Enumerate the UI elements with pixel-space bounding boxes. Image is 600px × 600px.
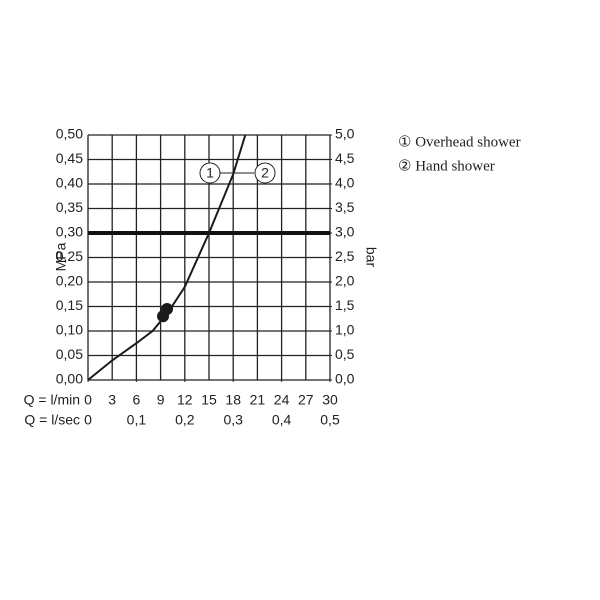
x-tick-label: 12: [177, 392, 193, 408]
y-tick-label: 0,10: [56, 322, 83, 338]
y2-tick-label: 5,0: [335, 126, 355, 142]
y-tick-label: 0,00: [56, 371, 83, 387]
x2-axis-label: Q = l/sec: [24, 412, 80, 428]
y2-tick-label: 0,0: [335, 371, 355, 387]
annotation: 2: [261, 165, 269, 181]
y-tick-label: 0,40: [56, 175, 83, 191]
legend-entry: ② Hand shower: [398, 158, 495, 174]
y2-tick-label: 0,5: [335, 346, 355, 362]
y-tick-label: 0,25: [56, 248, 83, 264]
x2-tick-label: 0,5: [320, 412, 340, 428]
annotation-circle: [199, 162, 221, 184]
x-tick-label: 30: [322, 392, 338, 408]
x-tick-label: 6: [133, 392, 141, 408]
x2-tick-label: 0,3: [223, 412, 243, 428]
y2-tick-label: 3,0: [335, 224, 355, 240]
legend-entry: ① Overhead shower: [398, 134, 521, 150]
annotation: 1: [206, 165, 214, 181]
x-tick-label: 27: [298, 392, 314, 408]
y2-tick-label: 2,5: [335, 248, 355, 264]
y2-tick-label: 3,5: [335, 199, 355, 215]
x-tick-label: 18: [225, 392, 241, 408]
marker: [161, 302, 174, 315]
y-axis-label: MPa: [53, 242, 69, 271]
y-tick-label: 0,05: [56, 346, 83, 362]
x-tick-label: 9: [157, 392, 165, 408]
y2-tick-label: 1,5: [335, 297, 355, 313]
x-tick-label: 15: [201, 392, 217, 408]
y-tick-label: 0,45: [56, 150, 83, 166]
x-tick-label: 24: [274, 392, 290, 408]
y-tick-label: 0,35: [56, 199, 83, 215]
x-tick-label: 3: [108, 392, 116, 408]
x2-tick-label: 0,2: [175, 412, 195, 428]
x-tick-label: 21: [250, 392, 266, 408]
y2-tick-label: 2,0: [335, 273, 355, 289]
y-tick-label: 0,15: [56, 297, 83, 313]
y2-tick-label: 4,5: [335, 150, 355, 166]
x-tick-label: 0: [84, 392, 92, 408]
y-tick-label: 0,50: [56, 126, 83, 142]
y2-tick-label: 1,0: [335, 322, 355, 338]
x2-tick-label: 0,1: [127, 412, 147, 428]
x-axis-label: Q = l/min: [24, 392, 80, 408]
y2-axis-label: bar: [363, 247, 379, 268]
y-tick-label: 0,30: [56, 224, 83, 240]
y2-tick-label: 4,0: [335, 175, 355, 191]
x2-tick-label: 0,4: [272, 412, 292, 428]
y-tick-label: 0,20: [56, 273, 83, 289]
x2-tick-label: 0: [84, 412, 92, 428]
annotation-circle: [254, 162, 276, 184]
